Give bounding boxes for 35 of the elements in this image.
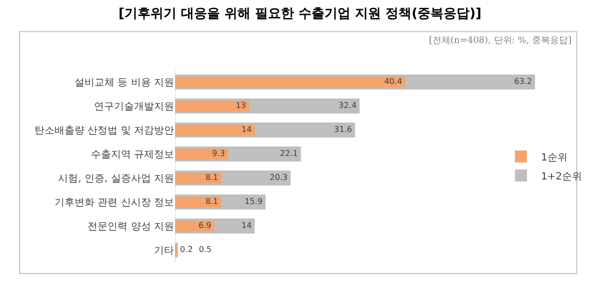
data-label: 13 bbox=[236, 101, 246, 110]
data-label: 31.6 bbox=[334, 125, 352, 134]
bar bbox=[175, 76, 406, 88]
data-label: 9.3 bbox=[212, 149, 225, 158]
bar bbox=[175, 172, 222, 184]
data-label: 22.1 bbox=[280, 149, 298, 158]
bar bbox=[175, 196, 222, 208]
data-label: 40.4 bbox=[384, 77, 402, 86]
data-label: 15.9 bbox=[244, 197, 263, 206]
data-label: 6.9 bbox=[198, 221, 212, 230]
y-tick-label: 기후변화 관련 신시장 정보 bbox=[54, 198, 174, 208]
bar bbox=[175, 124, 255, 136]
bar bbox=[175, 100, 250, 112]
y-tick-label: 기타 bbox=[154, 246, 174, 256]
data-label: 63.2 bbox=[514, 77, 532, 86]
data-label: 0.5 bbox=[198, 245, 212, 254]
data-label: 14 bbox=[241, 221, 252, 230]
data-label: 32.4 bbox=[338, 101, 357, 110]
chart-title: [기후위기 대응을 위해 필요한 수출기업 지원 정책(중복응답)] bbox=[118, 6, 482, 22]
data-label: 0.2 bbox=[180, 245, 193, 254]
data-label: 14 bbox=[241, 125, 252, 134]
data-label: 8.1 bbox=[205, 197, 218, 206]
chart-subtitle: [전체(n=408), 단위: %, 중복응답] bbox=[429, 36, 572, 46]
legend-label: 1순위 bbox=[540, 152, 568, 164]
bar bbox=[175, 220, 214, 232]
legend-label: 1+2순위 bbox=[540, 171, 582, 182]
y-tick-label: 수출지역 규제정보 bbox=[90, 150, 174, 160]
y-tick-label: 탄소배출량 산정법 및 저감방안 bbox=[34, 126, 174, 136]
y-tick-label: 전문인력 양성 지원 bbox=[88, 222, 174, 232]
y-tick-label: 연구기술개발지원 bbox=[94, 102, 174, 112]
bar bbox=[175, 148, 228, 160]
data-label: 8.1 bbox=[205, 173, 218, 182]
y-tick-label: 설비교체 등 비용 지원 bbox=[74, 78, 174, 88]
y-tick-label: 시험, 인증, 실증사업 지원 bbox=[58, 174, 174, 184]
data-label: 20.3 bbox=[270, 173, 288, 182]
